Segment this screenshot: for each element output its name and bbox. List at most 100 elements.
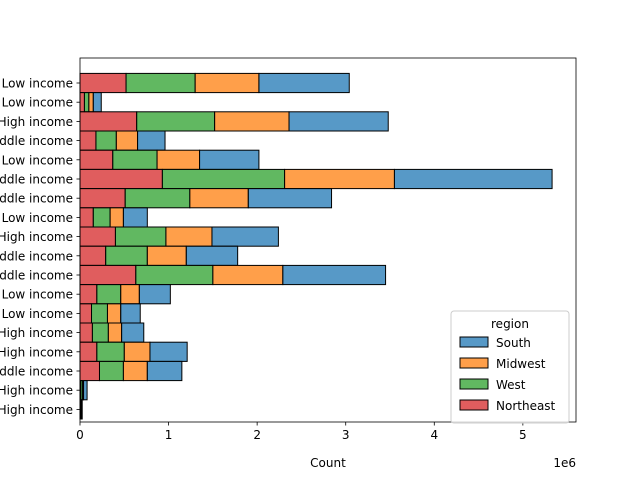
bar-segment-west	[112, 149, 158, 170]
bar-segment-south	[121, 322, 145, 343]
bar-segment-west	[161, 168, 286, 190]
bar-segment-northeast	[79, 341, 98, 362]
bar-segment-west	[92, 207, 111, 228]
x-tick-label: 3	[342, 428, 350, 442]
legend-title: region	[491, 317, 529, 331]
bar-segment-south	[258, 72, 350, 94]
y-tick-label: Middle income	[0, 269, 73, 283]
bar-segment-midwest	[120, 284, 140, 305]
x-axis-label: Count	[310, 456, 346, 470]
bar-segment-northeast	[79, 226, 116, 247]
bar-segment-midwest	[88, 92, 94, 113]
bar-segment-west	[135, 264, 214, 286]
bar-segment-midwest	[123, 341, 151, 362]
plot-frame	[79, 57, 577, 423]
bar-segment-south	[288, 111, 389, 132]
bars-group	[79, 72, 553, 420]
x-tick-label: 2	[253, 428, 261, 442]
y-tick-label: High income	[0, 403, 73, 417]
y-tick-label: Middle income	[0, 173, 73, 187]
bar-segment-west	[91, 303, 108, 324]
y-tick-label: Low income	[2, 153, 73, 167]
bar-segment-midwest	[212, 264, 284, 286]
legend-swatch-west	[459, 378, 489, 390]
bar-segment-northeast	[79, 207, 94, 228]
bar-segment-west	[83, 92, 90, 113]
x-axis-offset-text: 1e6	[553, 456, 576, 470]
bar-segment-south	[83, 380, 88, 401]
legend-label-south: South	[496, 336, 531, 350]
bar-segment-northeast	[79, 360, 100, 382]
bar-segment-midwest	[156, 149, 201, 170]
y-tick-label: Low income	[2, 77, 73, 91]
y-tick-label: Low income	[2, 307, 73, 321]
y-tick-label: Low income	[2, 211, 73, 225]
bar-segment-northeast	[79, 130, 97, 151]
legend-swatch-south	[459, 336, 489, 348]
bar-segment-northeast	[79, 188, 126, 209]
bar-segment-northeast	[79, 111, 138, 132]
bar-segment-south	[138, 284, 171, 305]
y-tick-label: High income	[0, 115, 73, 129]
legend-swatch-northeast	[459, 399, 489, 411]
y-tick-label: Middle income	[0, 249, 73, 263]
bar-segment-south	[185, 245, 239, 266]
bar-segment-midwest	[115, 130, 139, 151]
bar-segment-northeast	[79, 168, 163, 190]
bar-segment-south	[137, 130, 166, 151]
y-tick-label: Middle income	[0, 192, 73, 206]
x-tick-label: 5	[519, 428, 527, 442]
legend-label-northeast: Northeast	[496, 399, 556, 413]
bar-segment-south	[92, 92, 102, 113]
bar-segment-west	[96, 341, 125, 362]
bar-segment-west	[105, 245, 148, 266]
x-tick-label: 4	[430, 428, 438, 442]
bar-segment-south	[80, 399, 83, 420]
bar-segment-south	[122, 207, 148, 228]
x-tick-label: 1	[165, 428, 173, 442]
bar-segment-midwest	[107, 322, 123, 343]
y-tick-label: High income	[0, 345, 73, 359]
bar-segment-south	[149, 341, 188, 362]
bar-segment-midwest	[284, 168, 395, 190]
bar-segment-south	[120, 303, 141, 324]
bar-segment-south	[282, 264, 387, 286]
bar-segment-northeast	[79, 303, 93, 324]
legend-label-west: West	[496, 378, 526, 392]
bar-segment-northeast	[79, 264, 137, 286]
bar-segment-midwest	[214, 111, 290, 132]
bar-segment-midwest	[122, 360, 148, 382]
bar-segment-midwest	[165, 226, 213, 247]
bar-segment-west	[96, 284, 122, 305]
bar-segment-northeast	[79, 149, 114, 170]
bar-segment-northeast	[79, 245, 107, 266]
bar-segment-south	[393, 168, 553, 190]
y-tick-label: Middle income	[0, 134, 73, 148]
bar-segment-midwest	[106, 303, 122, 324]
bar-segment-west	[98, 360, 124, 382]
bar-segment-west	[91, 322, 109, 343]
legend: region South Midwest West Northeast	[450, 310, 570, 424]
y-tick-label: Middle income	[0, 365, 73, 379]
y-tick-label: High income	[0, 326, 73, 340]
bar-segment-northeast	[79, 92, 85, 113]
bar-segment-west	[125, 72, 196, 94]
legend-label-midwest: Midwest	[496, 357, 546, 371]
y-tick-label: High income	[0, 384, 73, 398]
bar-segment-northeast	[79, 284, 98, 305]
y-tick-label: High income	[0, 230, 73, 244]
y-ticks: Low income Low income High income Middle in…	[0, 77, 80, 417]
bar-segment-west	[136, 111, 216, 132]
y-tick-label: Low income	[2, 96, 73, 110]
bar-segment-west	[95, 130, 117, 151]
bar-segment-midwest	[146, 245, 187, 266]
bar-segment-midwest	[194, 72, 260, 94]
x-tick-label: 0	[76, 428, 84, 442]
bar-segment-northeast	[79, 322, 93, 343]
bar-segment-west	[124, 188, 191, 209]
bar-segment-west	[114, 226, 167, 247]
bar-segment-south	[211, 226, 279, 247]
x-ticks: 0 1 2 3 4 5	[76, 422, 527, 442]
y-tick-label: Low income	[2, 288, 73, 302]
